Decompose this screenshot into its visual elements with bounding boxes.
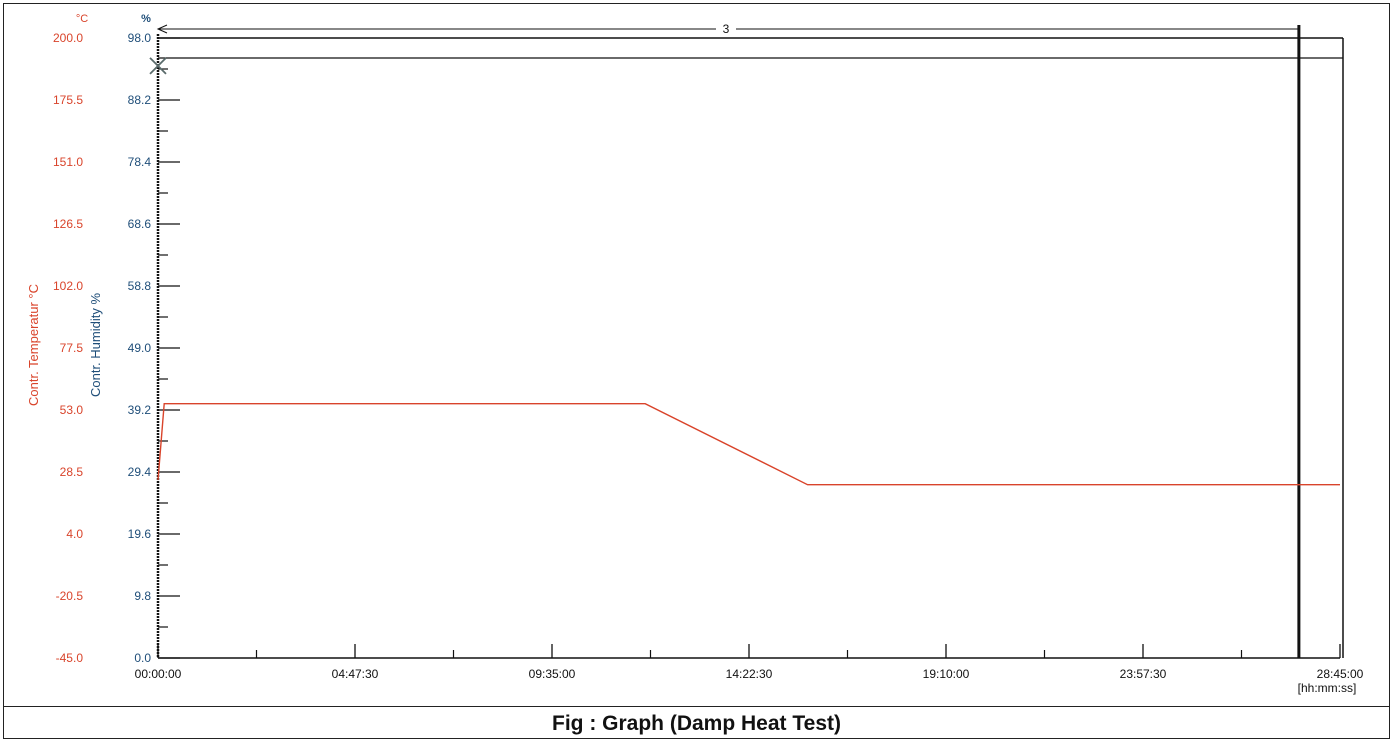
x-axis-unit: [hh:mm:ss] <box>1298 681 1357 695</box>
right-tick-label: 39.2 <box>128 403 152 417</box>
left-tick-label: 102.0 <box>53 279 83 293</box>
left-tick-label: 151.0 <box>53 155 83 169</box>
temperature-series-line <box>157 403 1340 486</box>
x-tick-label: 14:22:30 <box>726 667 773 681</box>
left-tick-label: 200.0 <box>53 31 83 45</box>
right-tick-label: 49.0 <box>128 341 152 355</box>
left-tick-label: 28.5 <box>60 465 84 479</box>
right-axis-unit: % <box>141 13 151 25</box>
right-tick-label: 29.4 <box>128 465 152 479</box>
damp-heat-chart: 200.0 175.5 151.0 126.5 102.0 77.5 53.0 28.5 4.0… <box>26 13 1364 695</box>
right-tick-label: 58.8 <box>128 279 152 293</box>
x-tick-label: 28:45:00 <box>1317 667 1364 681</box>
x-tick-label: 00:00:00 <box>135 667 182 681</box>
figure-frame <box>3 3 1390 739</box>
left-tick-label: 53.0 <box>60 403 84 417</box>
annotation-label: 3 <box>723 22 730 36</box>
right-tick-label: 0.0 <box>134 651 151 665</box>
left-tick-label: 175.5 <box>53 93 83 107</box>
x-tick-label: 09:35:00 <box>529 667 576 681</box>
left-tick-label: 4.0 <box>66 527 83 541</box>
left-tick-label: 77.5 <box>60 341 84 355</box>
figure-caption: Fig : Graph (Damp Heat Test) <box>552 712 841 735</box>
x-tick-label: 23:57:30 <box>1120 667 1167 681</box>
x-tick-label: 19:10:00 <box>923 667 970 681</box>
right-tick-label: 98.0 <box>128 31 152 45</box>
annotation-arrowhead <box>156 24 168 34</box>
left-tick-label: -20.5 <box>56 589 84 603</box>
right-tick-label: 88.2 <box>128 93 152 107</box>
right-tick-label: 68.6 <box>128 217 152 231</box>
left-axis-label: Contr. Temperatur °C <box>26 284 41 406</box>
right-tick-label: 78.4 <box>128 155 152 169</box>
x-marker <box>149 57 167 75</box>
right-axis-label: Contr. Humidity % <box>88 293 103 397</box>
right-tick-label: 9.8 <box>134 589 151 603</box>
x-tick-label: 04:47:30 <box>332 667 379 681</box>
left-tick-label: -45.0 <box>56 651 84 665</box>
right-tick-label: 19.6 <box>128 527 152 541</box>
left-tick-label: 126.5 <box>53 217 83 231</box>
left-axis-unit: °C <box>76 13 88 25</box>
caption-bar: Fig : Graph (Damp Heat Test) <box>3 706 1390 739</box>
